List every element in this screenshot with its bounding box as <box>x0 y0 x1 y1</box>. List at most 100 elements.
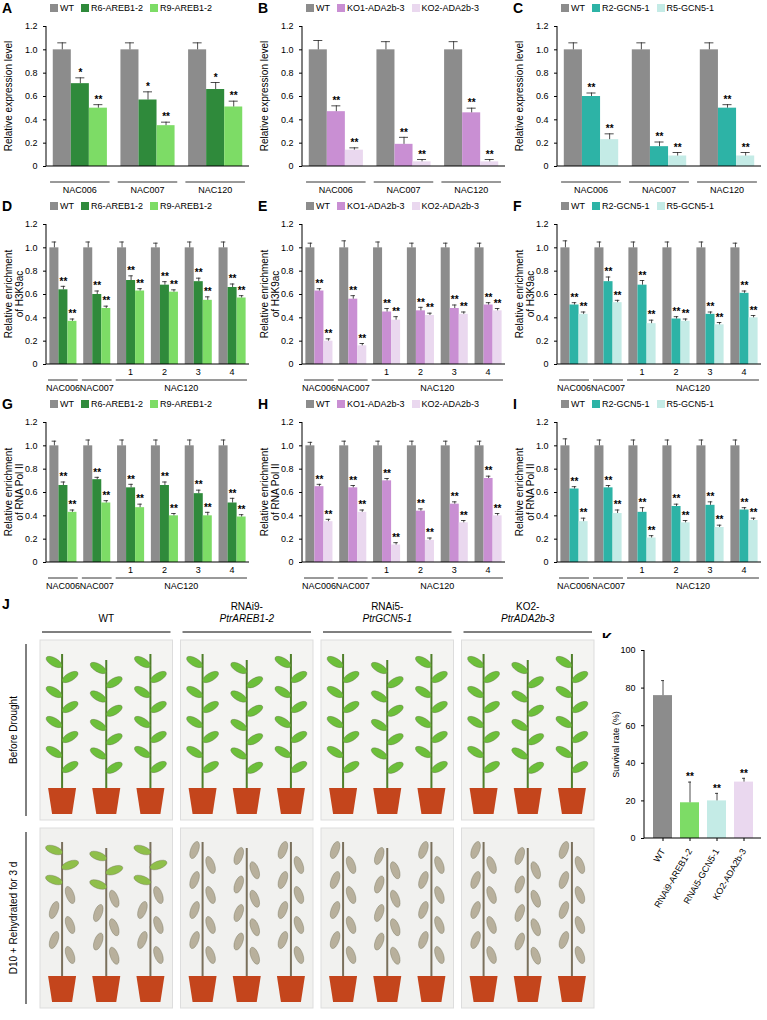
svg-text:**: ** <box>316 278 324 289</box>
svg-text:2: 2 <box>418 565 423 575</box>
svg-text:1.0: 1.0 <box>25 441 38 451</box>
svg-text:**: ** <box>417 498 425 509</box>
svg-text:1.2: 1.2 <box>536 21 549 31</box>
svg-text:0: 0 <box>288 161 293 171</box>
svg-text:Relative enrichment: Relative enrichment <box>3 448 14 537</box>
svg-text:**: ** <box>451 491 459 502</box>
svg-text:**: ** <box>350 137 358 148</box>
svg-text:0.4: 0.4 <box>281 313 294 323</box>
svg-text:**: ** <box>673 306 681 317</box>
svg-text:**: ** <box>580 507 588 518</box>
svg-text:3: 3 <box>452 367 457 377</box>
svg-text:NAC120: NAC120 <box>164 581 198 591</box>
svg-text:**: ** <box>614 290 622 301</box>
svg-text:**: ** <box>606 123 614 134</box>
svg-text:NAC007: NAC007 <box>80 581 114 591</box>
svg-text:**: ** <box>349 475 357 486</box>
svg-text:0.6: 0.6 <box>536 289 549 299</box>
svg-text:Relative expression level: Relative expression level <box>3 41 14 152</box>
svg-text:1: 1 <box>639 565 644 575</box>
svg-text:2: 2 <box>673 565 678 575</box>
svg-text:0.6: 0.6 <box>281 487 294 497</box>
svg-text:NAC006: NAC006 <box>574 185 608 195</box>
svg-text:NAC120: NAC120 <box>420 383 454 393</box>
svg-text:**: ** <box>686 771 694 782</box>
svg-text:PtrAREB1-2: PtrAREB1-2 <box>220 613 275 624</box>
svg-text:NAC006: NAC006 <box>557 383 591 393</box>
svg-text:3: 3 <box>196 367 201 377</box>
svg-text:1.0: 1.0 <box>25 243 38 253</box>
svg-text:**: ** <box>460 510 468 521</box>
svg-text:0.2: 0.2 <box>536 534 549 544</box>
svg-text:**: ** <box>707 491 715 502</box>
svg-text:NAC007: NAC007 <box>591 383 625 393</box>
svg-text:**: ** <box>383 298 391 309</box>
svg-text:4: 4 <box>741 367 746 377</box>
svg-text:**: ** <box>325 328 333 339</box>
svg-text:NAC120: NAC120 <box>676 581 710 591</box>
svg-text:**: ** <box>136 493 144 504</box>
svg-text:0.8: 0.8 <box>281 464 294 474</box>
svg-text:NAC006: NAC006 <box>46 581 80 591</box>
svg-text:WT: WT <box>98 613 114 624</box>
svg-text:0.4: 0.4 <box>281 115 294 125</box>
svg-text:0.8: 0.8 <box>536 68 549 78</box>
svg-text:NAC007: NAC007 <box>336 581 370 591</box>
svg-text:1.0: 1.0 <box>281 441 294 451</box>
svg-text:0.6: 0.6 <box>536 91 549 101</box>
svg-text:4: 4 <box>741 565 746 575</box>
svg-text:NAC120: NAC120 <box>676 383 710 393</box>
svg-text:KO2-: KO2- <box>516 601 539 612</box>
svg-text:**: ** <box>750 305 758 316</box>
svg-text:**: ** <box>392 306 400 317</box>
svg-text:NAC006: NAC006 <box>46 383 80 393</box>
svg-text:0.6: 0.6 <box>25 91 38 101</box>
svg-text:**: ** <box>418 149 426 160</box>
svg-text:**: ** <box>229 273 237 284</box>
svg-text:40: 40 <box>625 758 635 768</box>
svg-text:WT: WT <box>652 847 668 865</box>
svg-text:of RNA Pol II: of RNA Pol II <box>270 463 281 520</box>
svg-text:**: ** <box>674 142 682 153</box>
svg-text:3: 3 <box>707 565 712 575</box>
svg-text:0.4: 0.4 <box>536 115 549 125</box>
svg-text:**: ** <box>332 95 340 106</box>
svg-text:**: ** <box>639 497 647 508</box>
svg-text:0.4: 0.4 <box>25 115 38 125</box>
svg-text:0.2: 0.2 <box>281 336 294 346</box>
svg-text:**: ** <box>571 476 579 487</box>
svg-text:0.4: 0.4 <box>536 511 549 521</box>
svg-text:**: ** <box>648 525 656 536</box>
svg-text:0.2: 0.2 <box>281 138 294 148</box>
svg-text:**: ** <box>316 474 324 485</box>
svg-text:0.2: 0.2 <box>25 336 38 346</box>
svg-text:**: ** <box>170 503 178 514</box>
svg-text:1.0: 1.0 <box>536 441 549 451</box>
svg-text:**: ** <box>69 308 77 319</box>
svg-text:0: 0 <box>32 557 37 567</box>
svg-text:of H3K9ac: of H3K9ac <box>525 271 536 318</box>
svg-text:**: ** <box>102 490 110 501</box>
svg-text:**: ** <box>94 94 102 105</box>
svg-text:**: ** <box>468 97 476 108</box>
svg-text:NAC007: NAC007 <box>130 185 164 195</box>
svg-text:NAC006: NAC006 <box>302 383 336 393</box>
svg-text:**: ** <box>204 286 212 297</box>
svg-text:**: ** <box>127 474 135 485</box>
svg-text:**: ** <box>580 301 588 312</box>
svg-text:**: ** <box>93 280 101 291</box>
svg-text:1.2: 1.2 <box>25 417 38 427</box>
svg-text:0.4: 0.4 <box>25 313 38 323</box>
svg-text:NAC007: NAC007 <box>80 383 114 393</box>
svg-text:**: ** <box>485 465 493 476</box>
svg-text:NAC120: NAC120 <box>164 383 198 393</box>
svg-text:1: 1 <box>128 367 133 377</box>
svg-text:**: ** <box>358 333 366 344</box>
svg-text:**: ** <box>195 479 203 490</box>
svg-text:1.0: 1.0 <box>536 243 549 253</box>
svg-text:PtrADA2b-3: PtrADA2b-3 <box>501 613 555 624</box>
svg-text:4: 4 <box>486 565 491 575</box>
svg-text:0.4: 0.4 <box>536 313 549 323</box>
svg-text:4: 4 <box>486 367 491 377</box>
svg-text:D10 + Rehydrated for 3 d: D10 + Rehydrated for 3 d <box>8 862 19 975</box>
